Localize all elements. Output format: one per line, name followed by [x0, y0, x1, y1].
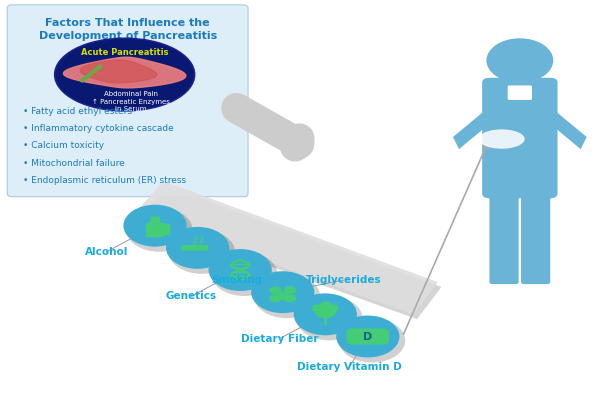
Text: Triglycerides: Triglycerides — [306, 275, 381, 285]
Circle shape — [254, 274, 320, 318]
Circle shape — [336, 316, 399, 357]
FancyBboxPatch shape — [181, 245, 208, 251]
Circle shape — [211, 252, 278, 296]
Text: Acute Pancreatitis: Acute Pancreatitis — [81, 48, 168, 56]
FancyBboxPatch shape — [489, 191, 519, 284]
Circle shape — [319, 301, 331, 310]
Text: • Endoplasmic reticulum (ER) stress: • Endoplasmic reticulum (ER) stress — [23, 176, 186, 185]
Circle shape — [314, 304, 336, 318]
Polygon shape — [134, 181, 438, 314]
Circle shape — [168, 230, 235, 274]
Text: • Inflammatory cytokine cascade: • Inflammatory cytokine cascade — [23, 124, 174, 133]
Circle shape — [339, 318, 406, 363]
Circle shape — [166, 227, 229, 269]
Text: Factors That Influence the
Development of Pancreatitis: Factors That Influence the Development o… — [38, 18, 217, 42]
Circle shape — [269, 286, 282, 294]
Polygon shape — [544, 107, 587, 149]
FancyBboxPatch shape — [521, 191, 550, 284]
Polygon shape — [80, 60, 157, 83]
Ellipse shape — [55, 38, 195, 111]
Polygon shape — [137, 186, 441, 319]
FancyBboxPatch shape — [508, 85, 532, 100]
Text: Abdominal Pain
↑ Pancreatic Enzymes
in Serum: Abdominal Pain ↑ Pancreatic Enzymes in S… — [92, 91, 170, 112]
Text: • Mitochondrial failure: • Mitochondrial failure — [23, 159, 125, 168]
Text: Alcohol: Alcohol — [85, 247, 128, 257]
Ellipse shape — [478, 129, 525, 149]
Text: Genetics: Genetics — [166, 291, 217, 301]
Polygon shape — [453, 107, 496, 149]
FancyBboxPatch shape — [347, 328, 389, 345]
Circle shape — [126, 208, 193, 252]
Text: D: D — [363, 332, 373, 341]
Circle shape — [284, 294, 296, 302]
Text: Dietary Vitamin D: Dietary Vitamin D — [297, 362, 402, 372]
Text: Dietary Fiber: Dietary Fiber — [241, 334, 319, 343]
Polygon shape — [63, 57, 186, 88]
Circle shape — [123, 205, 187, 247]
Circle shape — [486, 38, 553, 83]
FancyBboxPatch shape — [157, 224, 170, 235]
Circle shape — [277, 292, 289, 300]
Circle shape — [294, 293, 357, 335]
Text: • Fatty acid ethyl esters: • Fatty acid ethyl esters — [23, 107, 132, 116]
Circle shape — [251, 271, 314, 313]
Circle shape — [312, 304, 324, 312]
Circle shape — [326, 304, 339, 312]
Circle shape — [296, 296, 363, 341]
FancyBboxPatch shape — [7, 5, 248, 197]
Circle shape — [269, 294, 282, 302]
Text: • Calcium toxicity: • Calcium toxicity — [23, 141, 104, 150]
Circle shape — [209, 249, 272, 291]
FancyBboxPatch shape — [482, 78, 558, 198]
FancyBboxPatch shape — [146, 223, 164, 237]
FancyBboxPatch shape — [150, 216, 160, 225]
Circle shape — [284, 286, 296, 294]
Text: Smoking: Smoking — [212, 275, 263, 285]
